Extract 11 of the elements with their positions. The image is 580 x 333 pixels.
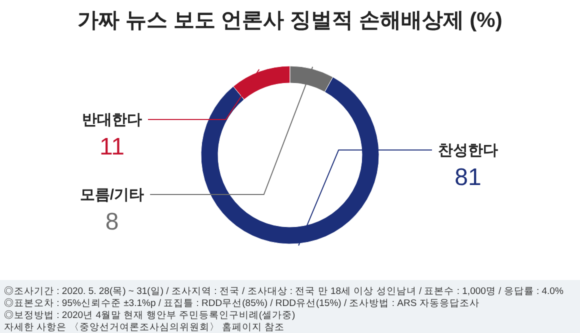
slice-label: 찬성한다 [438,142,498,159]
text: ◎표본오차 : 95%신뢰수준 ±3.1%p / 표집틀 : RDD무선(85%) / RDD유선(15%) / 조사방법 : ARS 자동응답조사 [4,297,480,309]
text: ◎조사기간 : 2020. 5. 28(목) ~ 31(일) / 조사지역 : 전국 / 조사대상 : 전국 만 18세 이상 성인남녀 / 표본수 : 1,000명 / 응답률 : 4.0% [4,285,564,297]
slice-label: 모름/기타 [80,186,144,204]
text: 자세한 사항은 〈중앙선거여론조사심의위원회〉 홈페이지 참조 [4,322,285,333]
data-label: 8 [105,208,119,236]
data-label: 81 [454,164,482,191]
text: ◎보정방법 : 2020년 4월말 현재 행안부 주민등록인구비례(셀가중) [4,309,296,321]
slice-label: 반대한다 [82,112,142,128]
data-label: 11 [100,134,124,160]
chart-title: 가짜 뉴스 보도 언론사 징벌적 손해배상제 (%) [78,9,502,32]
